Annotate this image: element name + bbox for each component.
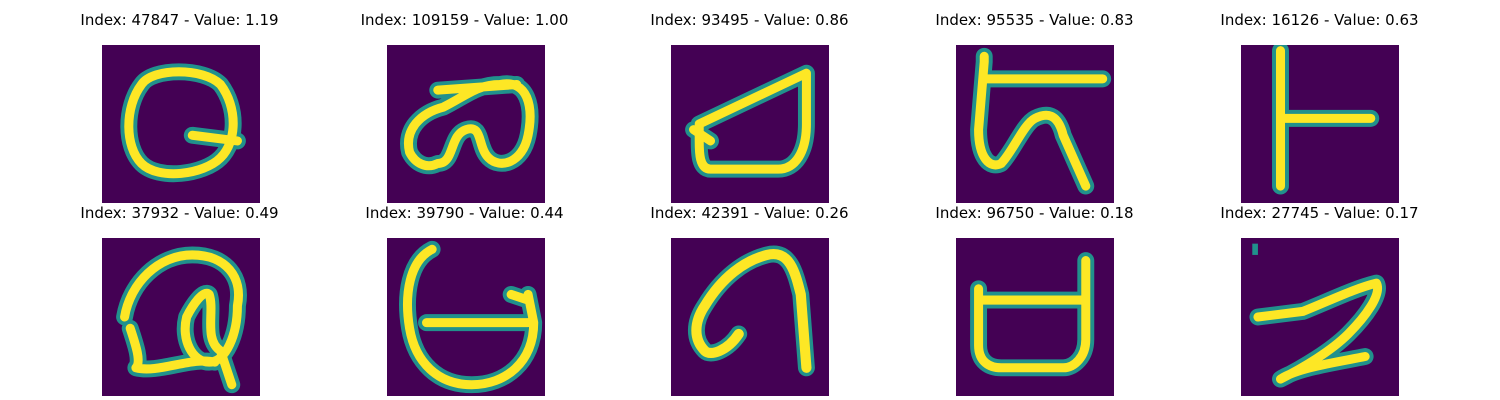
tile-title: Index: 16126 - Value: 0.63 xyxy=(1220,11,1419,29)
glyph-image-svg xyxy=(387,238,545,396)
glyph-image-svg xyxy=(1241,238,1399,396)
glyph-tile-4: Index: 95535 - Value: 0.83 xyxy=(892,11,1177,204)
glyph-image-svg xyxy=(102,238,260,396)
tile-title: Index: 109159 - Value: 1.00 xyxy=(360,11,569,29)
glyph-image xyxy=(102,238,260,396)
glyph-image xyxy=(387,238,545,396)
glyph-image-svg xyxy=(671,238,829,396)
tile-title: Index: 39790 - Value: 0.44 xyxy=(365,204,564,222)
glyph-tile-7: Index: 39790 - Value: 0.44 xyxy=(322,204,607,397)
tile-title: Index: 47847 - Value: 1.19 xyxy=(80,11,279,29)
glyph-tile-1: Index: 47847 - Value: 1.19 xyxy=(37,11,322,204)
glyph-image xyxy=(387,45,545,203)
glyph-image xyxy=(1241,45,1399,203)
glyph-image xyxy=(671,45,829,203)
glyph-image xyxy=(956,238,1114,396)
glyph-image-svg xyxy=(956,238,1114,396)
glyph-image xyxy=(956,45,1114,203)
tile-title: Index: 37932 - Value: 0.49 xyxy=(80,204,279,222)
tile-title: Index: 96750 - Value: 0.18 xyxy=(935,204,1134,222)
glyph-tile-8: Index: 42391 - Value: 0.26 xyxy=(607,204,892,397)
glyph-tile-2: Index: 109159 - Value: 1.00 xyxy=(322,11,607,204)
glyph-image-svg xyxy=(956,45,1114,203)
tile-title: Index: 27745 - Value: 0.17 xyxy=(1220,204,1419,222)
tile-title: Index: 95535 - Value: 0.83 xyxy=(935,11,1134,29)
glyph-tile-9: Index: 96750 - Value: 0.18 xyxy=(892,204,1177,397)
glyph-image-svg xyxy=(671,45,829,203)
glyph-image-svg xyxy=(1241,45,1399,203)
glyph-image xyxy=(102,45,260,203)
glyph-tile-10: Index: 27745 - Value: 0.17 xyxy=(1177,204,1462,397)
glyph-tile-3: Index: 93495 - Value: 0.86 xyxy=(607,11,892,204)
tile-title: Index: 42391 - Value: 0.26 xyxy=(650,204,849,222)
glyph-tile-5: Index: 16126 - Value: 0.63 xyxy=(1177,11,1462,204)
tile-title: Index: 93495 - Value: 0.86 xyxy=(650,11,849,29)
glyph-image xyxy=(1241,238,1399,396)
glyph-image xyxy=(671,238,829,396)
glyph-tile-6: Index: 37932 - Value: 0.49 xyxy=(37,204,322,397)
glyph-image-svg xyxy=(102,45,260,203)
glyph-image-svg xyxy=(387,45,545,203)
